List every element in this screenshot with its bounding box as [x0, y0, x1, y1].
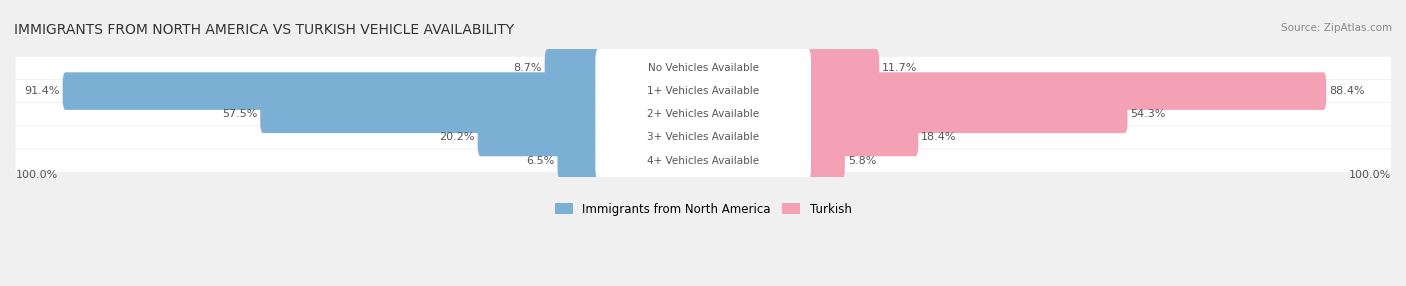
FancyBboxPatch shape	[806, 72, 1326, 110]
Text: 20.2%: 20.2%	[439, 132, 475, 142]
Text: 5.8%: 5.8%	[848, 156, 876, 166]
Text: 57.5%: 57.5%	[222, 109, 257, 119]
FancyBboxPatch shape	[595, 96, 811, 133]
FancyBboxPatch shape	[260, 96, 602, 133]
Text: 91.4%: 91.4%	[24, 86, 59, 96]
Text: 4+ Vehicles Available: 4+ Vehicles Available	[647, 156, 759, 166]
FancyBboxPatch shape	[595, 119, 811, 156]
FancyBboxPatch shape	[595, 72, 811, 110]
Text: 18.4%: 18.4%	[921, 132, 956, 142]
FancyBboxPatch shape	[806, 96, 1128, 133]
Text: 2+ Vehicles Available: 2+ Vehicles Available	[647, 109, 759, 119]
FancyBboxPatch shape	[558, 142, 602, 180]
Text: 6.5%: 6.5%	[526, 156, 554, 166]
Text: 100.0%: 100.0%	[15, 170, 58, 180]
FancyBboxPatch shape	[806, 142, 845, 180]
Text: IMMIGRANTS FROM NORTH AMERICA VS TURKISH VEHICLE AVAILABILITY: IMMIGRANTS FROM NORTH AMERICA VS TURKISH…	[14, 23, 515, 37]
Text: 3+ Vehicles Available: 3+ Vehicles Available	[647, 132, 759, 142]
Text: 8.7%: 8.7%	[513, 63, 541, 73]
FancyBboxPatch shape	[806, 49, 879, 87]
FancyBboxPatch shape	[63, 72, 602, 110]
Text: 11.7%: 11.7%	[882, 63, 918, 73]
Text: 1+ Vehicles Available: 1+ Vehicles Available	[647, 86, 759, 96]
FancyBboxPatch shape	[544, 49, 602, 87]
Legend: Immigrants from North America, Turkish: Immigrants from North America, Turkish	[555, 203, 852, 216]
FancyBboxPatch shape	[478, 119, 602, 156]
Text: 54.3%: 54.3%	[1130, 109, 1166, 119]
FancyBboxPatch shape	[595, 49, 811, 87]
FancyBboxPatch shape	[806, 119, 918, 156]
Text: No Vehicles Available: No Vehicles Available	[648, 63, 759, 73]
Text: Source: ZipAtlas.com: Source: ZipAtlas.com	[1281, 23, 1392, 33]
FancyBboxPatch shape	[15, 57, 1391, 79]
FancyBboxPatch shape	[15, 126, 1391, 149]
FancyBboxPatch shape	[15, 103, 1391, 126]
Text: 100.0%: 100.0%	[1348, 170, 1391, 180]
FancyBboxPatch shape	[15, 150, 1391, 172]
FancyBboxPatch shape	[595, 142, 811, 180]
FancyBboxPatch shape	[15, 80, 1391, 102]
Text: 88.4%: 88.4%	[1329, 86, 1365, 96]
